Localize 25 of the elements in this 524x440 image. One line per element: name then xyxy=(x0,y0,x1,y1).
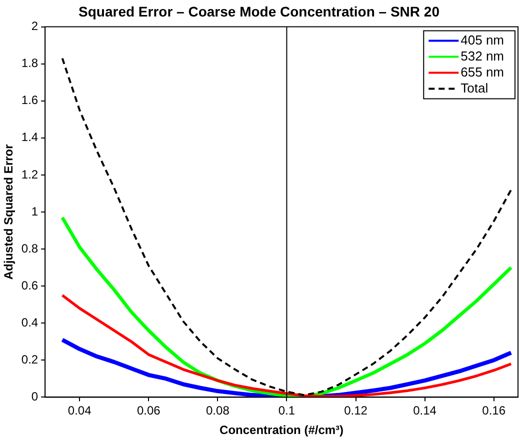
y-tick-label: 0.4 xyxy=(21,315,38,330)
legend-label: 655 nm xyxy=(460,64,504,80)
y-tick-label: 1.2 xyxy=(21,167,38,182)
y-tick-label: 1.8 xyxy=(21,56,38,70)
y-axis-title: Adjusted Squared Error xyxy=(2,144,16,280)
y-tick-label: 1.4 xyxy=(21,130,38,144)
y-tick-label: 0 xyxy=(31,390,38,404)
y-tick-label: 0.6 xyxy=(21,278,38,292)
x-tick-label: 0.1 xyxy=(278,404,296,418)
legend-label: 405 nm xyxy=(460,32,504,48)
y-tick-label: 1 xyxy=(31,204,38,218)
x-tick-label: 0.16 xyxy=(482,404,506,418)
x-tick-label: 0.08 xyxy=(206,404,230,418)
chart-title: Squared Error – Coarse Mode Concentration – SNR 20 xyxy=(78,3,440,20)
legend-label: 532 nm xyxy=(460,48,504,64)
y-tick-label: 0.2 xyxy=(21,352,38,366)
y-tick-label: 0.8 xyxy=(21,241,38,256)
x-axis-title: Concentration (#/cm³) xyxy=(220,423,344,438)
y-tick-label: 1.6 xyxy=(21,93,38,108)
x-tick-label: 0.06 xyxy=(136,404,161,418)
y-tick-label: 2 xyxy=(31,19,38,34)
x-tick-label: 0.12 xyxy=(344,404,368,418)
x-tick-label: 0.14 xyxy=(413,404,437,418)
legend-label: Total xyxy=(460,80,488,96)
x-tick-label: 0.04 xyxy=(68,404,92,418)
